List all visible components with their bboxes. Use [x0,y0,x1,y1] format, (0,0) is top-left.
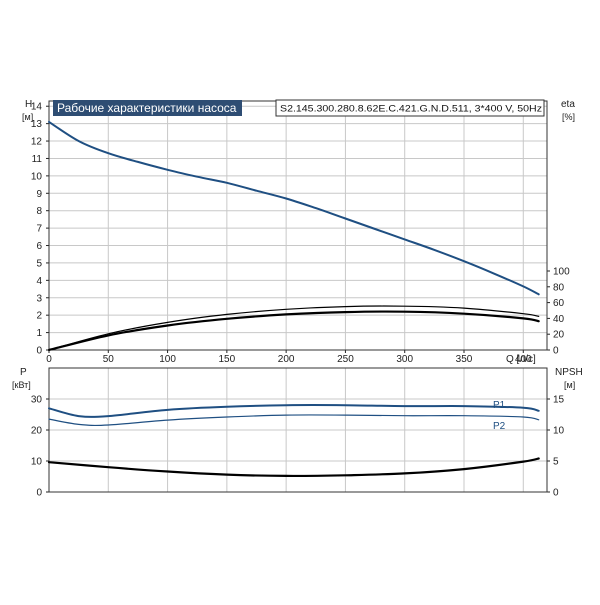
bottom-y-left-tick-label: 20 [31,426,43,437]
top-y-left-tick-label: 2 [36,311,42,322]
x-tick-label: 0 [46,354,52,365]
bottom-y-right-tick-label: 15 [553,395,565,406]
top-y-left-tick-label: 5 [36,258,42,269]
top-y-right-tick-label: 100 [553,267,570,278]
top-y-left-tick-label: 9 [36,189,42,200]
bottom-y-left-tick-label: 0 [36,488,42,499]
title-box [53,100,242,116]
series-line-npsh [47,457,540,478]
model-box [275,99,545,117]
top-y-right-tick-label: 80 [553,282,565,293]
top-y-left-tick-label: 10 [31,171,43,182]
top-y-left-tick-label: 3 [36,293,42,304]
top-plot-background [49,101,547,350]
bottom-y-right-unit: [м] [564,380,575,390]
top-y-left-tick-label: 13 [31,119,43,130]
top-y-left-tick-label: 0 [36,346,42,357]
pump-model-label: S2.145.300.280.8.62E.C.421.G.N.D.511, 3*… [280,104,542,114]
bottom-y-right-tick-label: 10 [553,426,565,437]
bottom-y-right-tick-label: 5 [553,457,559,468]
series-line-eta1 [48,305,540,351]
top-y-left-tick-label: 12 [31,137,43,148]
x-axis-label: Q [л/с] [506,354,536,365]
bottom-y-left-unit: [кВт] [12,380,31,390]
x-tick-label: 350 [456,354,473,365]
series-line-p2 [48,414,540,427]
y-left-unit: [м] [22,112,33,122]
top-y-left-tick-label: 4 [36,276,42,287]
series-label-p2: P2 [493,421,506,432]
x-tick-label: 100 [159,354,176,365]
top-y-right-tick-label: 0 [553,346,559,357]
y-right-label: eta [561,99,575,110]
bottom-y-left-tick-label: 30 [31,395,43,406]
bottom-y-left-tick-label: 10 [31,457,43,468]
bottom-y-right-label: NPSH [555,367,583,378]
x-tick-label: 400 [515,354,532,365]
x-tick-label: 50 [103,354,115,365]
x-tick-label: 150 [219,354,236,365]
top-y-left-tick-label: 14 [31,102,43,113]
top-y-right-tick-label: 20 [553,330,565,341]
y-left-label: H [25,99,32,110]
series-line-p1 [48,404,540,418]
top-y-left-tick-label: 7 [36,224,42,235]
bottom-y-right-tick-label: 0 [553,488,559,499]
top-y-left-tick-label: 11 [32,154,43,165]
x-tick-label: 200 [278,354,295,365]
top-y-left-tick-label: 6 [36,241,42,252]
chart-title: Рабочие характеристики насоса [57,101,237,115]
series-line-h [48,120,540,296]
top-y-right-tick-label: 60 [553,298,565,309]
top-y-left-tick-label: 1 [36,328,42,339]
series-label-p1: P1 [493,400,506,411]
series-line-eta2 [47,310,540,352]
top-y-right-tick-label: 40 [553,314,565,325]
y-right-unit: [%] [562,112,575,122]
x-tick-label: 300 [396,354,413,365]
top-y-left-tick-label: 8 [36,206,42,217]
x-tick-label: 250 [337,354,354,365]
bottom-y-left-label: P [20,367,27,378]
bottom-plot-frame [48,367,548,493]
